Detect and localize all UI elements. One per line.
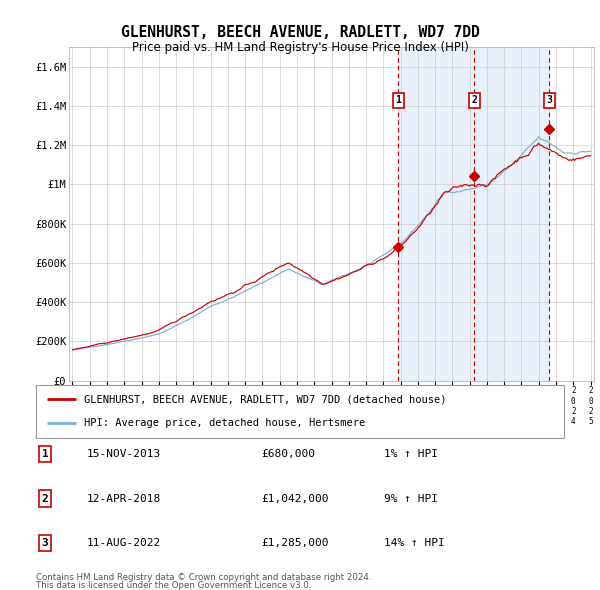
Text: 12-APR-2018: 12-APR-2018 [87,494,161,503]
Text: 3: 3 [41,538,49,548]
Text: 1: 1 [41,450,49,459]
Text: 2: 2 [472,95,478,105]
Text: Price paid vs. HM Land Registry's House Price Index (HPI): Price paid vs. HM Land Registry's House … [131,41,469,54]
Text: 9% ↑ HPI: 9% ↑ HPI [384,494,438,503]
Text: GLENHURST, BEECH AVENUE, RADLETT, WD7 7DD: GLENHURST, BEECH AVENUE, RADLETT, WD7 7D… [121,25,479,40]
Text: 2: 2 [41,494,49,503]
Text: 1% ↑ HPI: 1% ↑ HPI [384,450,438,459]
Text: Contains HM Land Registry data © Crown copyright and database right 2024.: Contains HM Land Registry data © Crown c… [36,572,371,582]
Text: £1,285,000: £1,285,000 [261,538,329,548]
Text: 14% ↑ HPI: 14% ↑ HPI [384,538,445,548]
Text: £680,000: £680,000 [261,450,315,459]
Text: £1,042,000: £1,042,000 [261,494,329,503]
FancyBboxPatch shape [36,385,564,438]
Text: 1: 1 [395,95,401,105]
Text: GLENHURST, BEECH AVENUE, RADLETT, WD7 7DD (detached house): GLENHURST, BEECH AVENUE, RADLETT, WD7 7D… [83,394,446,404]
Text: 3: 3 [547,95,552,105]
Text: 11-AUG-2022: 11-AUG-2022 [87,538,161,548]
Text: 15-NOV-2013: 15-NOV-2013 [87,450,161,459]
Text: This data is licensed under the Open Government Licence v3.0.: This data is licensed under the Open Gov… [36,581,311,590]
Text: HPI: Average price, detached house, Hertsmere: HPI: Average price, detached house, Hert… [83,418,365,428]
Bar [398,47,549,381]
